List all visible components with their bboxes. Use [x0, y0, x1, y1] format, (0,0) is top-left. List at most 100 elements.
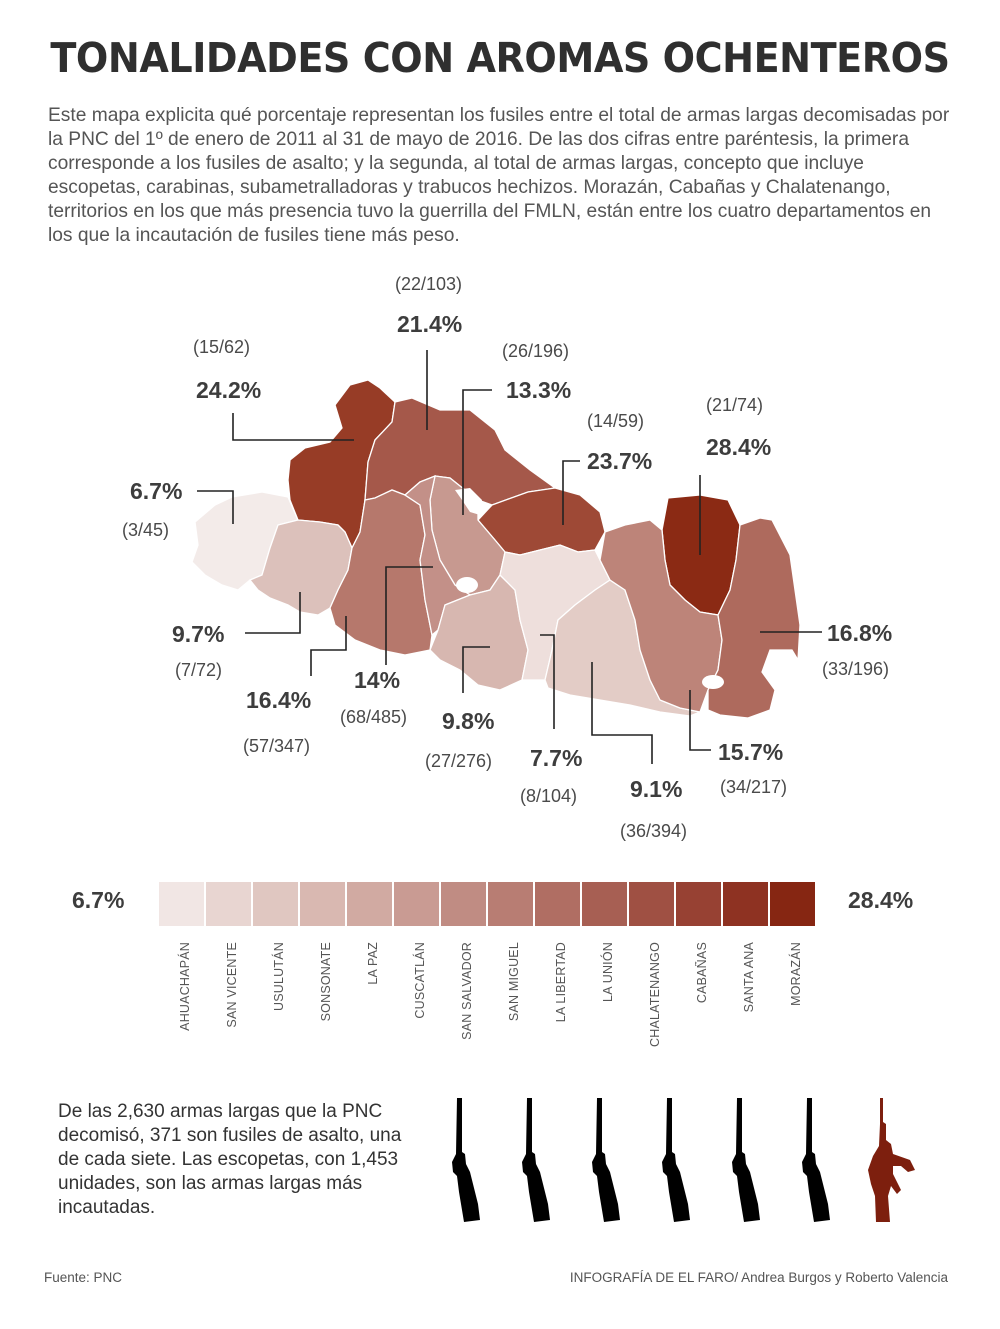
legend-label: LA LIBERTAD [554, 942, 568, 1023]
legend-label: CHALATENANGO [648, 942, 662, 1047]
leader-line-santa-ana [232, 413, 354, 441]
count-label-santa-ana: (15/62) [193, 337, 250, 357]
legend-max-value: 28.4% [848, 887, 914, 913]
legend-label-wrap: USULUTÁN [253, 942, 300, 1062]
leader-line-cabanas [562, 460, 580, 525]
legend-swatch [629, 882, 676, 926]
legend-label-wrap: SANTA ANA [723, 942, 770, 1062]
legend-label: SAN MIGUEL [507, 942, 521, 1022]
legend-swatch [159, 882, 206, 926]
legend-label-wrap: CHALATENANGO [629, 942, 676, 1062]
pct-label-cabanas: 23.7% [587, 448, 652, 474]
legend-label: SANTA ANA [742, 942, 756, 1013]
legend-swatch [347, 882, 394, 926]
assault-rifle-icon [868, 1098, 915, 1222]
legend-swatch [723, 882, 770, 926]
count-label-cabanas: (14/59) [587, 411, 644, 431]
legend-min-value: 6.7% [72, 887, 125, 913]
pct-label-cuscatlan: 13.3% [506, 377, 571, 403]
leader-line-usulutan [591, 662, 653, 764]
el-salvador-choropleth-map: 6.7% (3/45) 24.2% (15/62) 21.4% (22/103)… [122, 274, 892, 841]
pct-label-usulutan: 9.1% [630, 776, 682, 802]
pct-label-san-salvador: 14% [354, 667, 400, 693]
legend-label-wrap: MORAZÁN [770, 942, 817, 1062]
leader-line-san-vicente [540, 634, 555, 729]
count-label-san-salvador: (68/485) [340, 707, 407, 727]
intro-paragraph: Este mapa explicita qué porcentaje repre… [48, 105, 950, 246]
legend-label-wrap: SONSONATE [300, 942, 347, 1062]
legend-label: MORAZÁN [789, 942, 803, 1006]
shotgun-icon [592, 1098, 620, 1222]
leader-line-san-salvador [385, 566, 433, 665]
legend-label-wrap: SAN SALVADOR [441, 942, 488, 1062]
legend-label: CABAÑAS [695, 942, 709, 1004]
legend-label-wrap: SAN MIGUEL [488, 942, 535, 1062]
pct-label-ahuachapan: 6.7% [130, 478, 182, 504]
legend-swatch [582, 882, 629, 926]
pct-label-san-miguel: 15.7% [718, 739, 783, 765]
pct-label-la-paz: 9.8% [442, 708, 494, 734]
weapons-pictogram [452, 1098, 915, 1222]
count-label-la-libertad: (57/347) [243, 736, 310, 756]
shotgun-icon [452, 1098, 480, 1222]
leader-line-sonsonate [245, 592, 301, 634]
count-label-la-paz: (27/276) [425, 751, 492, 771]
leader-line-ahuachapan [197, 490, 234, 524]
legend-label-wrap: CUSCATLÁN [394, 942, 441, 1062]
pct-label-san-vicente: 7.7% [530, 745, 582, 771]
legend-label-wrap: AHUACHAPÁN [159, 942, 206, 1062]
leader-line-la-paz [462, 646, 490, 693]
legend-swatch [770, 882, 815, 926]
legend-swatch [441, 882, 488, 926]
pct-label-santa-ana: 24.2% [196, 377, 261, 403]
weapons-note: De las 2,630 armas largas que la PNC dec… [58, 1101, 402, 1218]
legend-swatch [535, 882, 582, 926]
legend-label: SAN SALVADOR [460, 942, 474, 1040]
legend-swatch [488, 882, 535, 926]
lake-olomega [702, 675, 724, 689]
legend-label: AHUACHAPÁN [178, 942, 192, 1031]
count-label-sonsonate: (7/72) [175, 660, 222, 680]
count-label-chalatenango: (22/103) [395, 274, 462, 294]
legend-label-wrap: LA PAZ [347, 942, 394, 1062]
legend-label-wrap: LA LIBERTAD [535, 942, 582, 1062]
pct-label-sonsonate: 9.7% [172, 621, 224, 647]
pct-label-la-union: 16.8% [827, 620, 892, 646]
legend-color-scale [159, 882, 815, 926]
legend-label: SAN VICENTE [225, 942, 239, 1028]
legend-label: USULUTÁN [272, 942, 286, 1011]
credit-note: INFOGRAFÍA DE EL FARO/ Andrea Burgos y R… [569, 1270, 948, 1285]
shotgun-icon [662, 1098, 690, 1222]
count-label-san-vicente: (8/104) [520, 786, 577, 806]
shotgun-icon [732, 1098, 760, 1222]
count-label-morazan: (21/74) [706, 395, 763, 415]
leader-line-la-libertad [310, 616, 347, 676]
shotgun-icon [522, 1098, 550, 1222]
legend-label: LA PAZ [366, 942, 380, 985]
legend-label: CUSCATLÁN [413, 942, 427, 1019]
department-la-union[interactable] [707, 517, 801, 719]
legend-label-wrap: CABAÑAS [676, 942, 723, 1062]
legend-labels: AHUACHAPÁN SAN VICENTE USULUTÁN SONSONATE LA… [159, 942, 817, 1062]
legend-label-wrap: SAN VICENTE [206, 942, 253, 1062]
count-label-san-miguel: (34/217) [720, 777, 787, 797]
legend-label: SONSONATE [319, 942, 333, 1022]
legend-swatch [676, 882, 723, 926]
legend-label-wrap: LA UNIÓN [582, 942, 629, 1062]
pct-label-morazan: 28.4% [706, 434, 771, 460]
shotgun-icon [802, 1098, 830, 1222]
legend-swatch [394, 882, 441, 926]
count-label-ahuachapan: (3/45) [122, 520, 169, 540]
legend-swatch [253, 882, 300, 926]
lake-ilopango [456, 577, 478, 593]
legend-swatch [206, 882, 253, 926]
page-title: TONALIDADES CON AROMAS OCHENTEROS [50, 34, 950, 82]
legend-label: LA UNIÓN [601, 942, 615, 1002]
count-label-cuscatlan: (26/196) [502, 341, 569, 361]
pct-label-la-libertad: 16.4% [246, 687, 311, 713]
count-label-la-union: (33/196) [822, 659, 889, 679]
legend-swatch [300, 882, 347, 926]
pct-label-chalatenango: 21.4% [397, 311, 462, 337]
reservoir-cerron-grande [455, 488, 482, 515]
leader-line-cuscatlan [462, 389, 492, 515]
